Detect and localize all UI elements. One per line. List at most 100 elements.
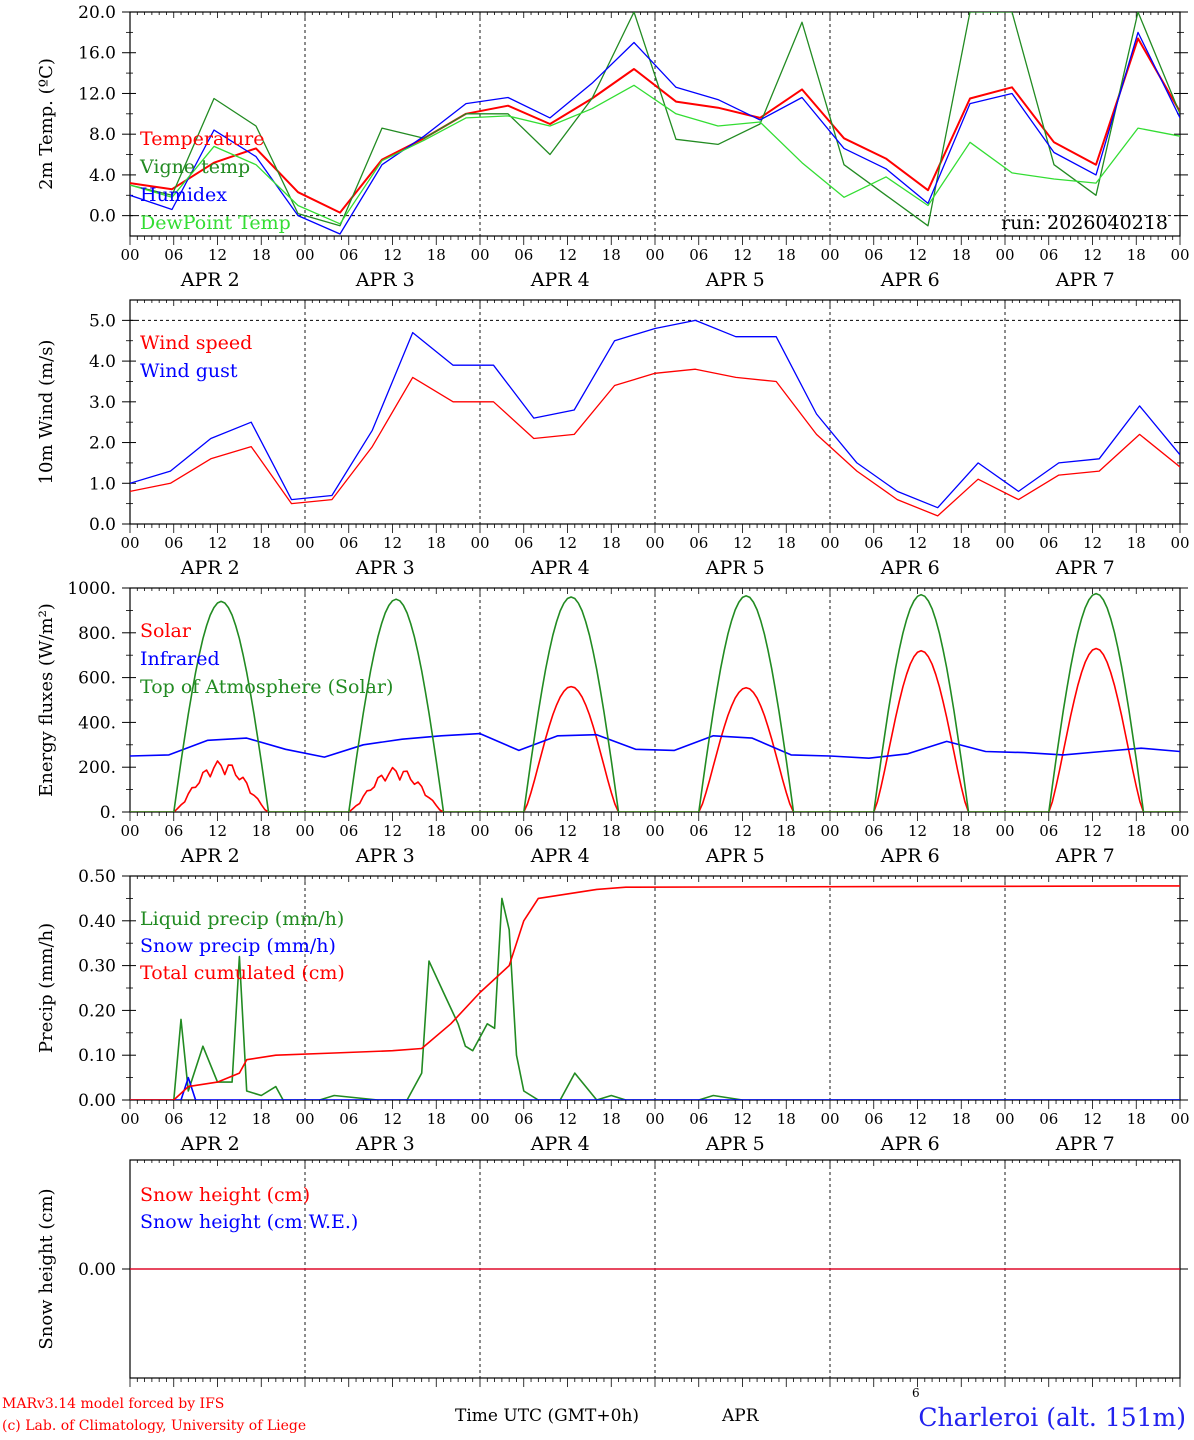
hour-label: 06	[689, 1110, 708, 1128]
hour-label: 18	[252, 1110, 271, 1128]
day-label: APR 7	[1055, 1133, 1115, 1155]
hour-label: 00	[995, 822, 1014, 840]
hour-label: 00	[645, 1110, 664, 1128]
day-label: APR 5	[705, 557, 765, 579]
day-label: APR 2	[180, 845, 240, 867]
y-tick-label: 16.0	[78, 44, 116, 64]
hour-label: 06	[864, 1110, 883, 1128]
day-label: APR 2	[180, 269, 240, 291]
hour-label: 06	[164, 822, 183, 840]
station-name: Charleroi (alt. 151m)	[918, 1403, 1186, 1432]
day-label: APR 5	[705, 845, 765, 867]
wind-speed-series	[130, 368, 1180, 517]
infrared-series	[130, 732, 1180, 759]
hour-label: 00	[645, 534, 664, 552]
day-label: APR 4	[530, 1133, 590, 1155]
hour-label: 06	[514, 1110, 533, 1128]
hour-label: 18	[252, 534, 271, 552]
hour-label: 06	[864, 246, 883, 264]
hour-label: 12	[208, 1110, 227, 1128]
legend-entry: Temperature	[140, 128, 264, 150]
hour-label: 18	[602, 822, 621, 840]
hour-label: 00	[645, 246, 664, 264]
y-tick-label: 0.30	[78, 957, 116, 977]
y-tick-label: 20.0	[78, 3, 116, 23]
day-label: APR 6	[880, 845, 940, 867]
y-tick-label: 0.00	[78, 1260, 116, 1280]
month-label: APR	[722, 1406, 759, 1426]
hour-label: 12	[908, 1110, 927, 1128]
hour-label: 06	[164, 246, 183, 264]
y-tick-label: 1000.	[67, 579, 116, 599]
hour-label: 12	[383, 246, 402, 264]
hour-label: 18	[952, 246, 971, 264]
hour-label: 12	[733, 1110, 752, 1128]
day-label: APR 4	[530, 845, 590, 867]
hour-label: 06	[164, 534, 183, 552]
hour-label: 00	[645, 822, 664, 840]
y-tick-label: 0.50	[78, 867, 116, 887]
hour-label: 06	[689, 246, 708, 264]
panel-frame	[129, 11, 1181, 237]
panel-energy: 0. 200. 400. 600. 800. 1000. Energy fluxes (W/…	[36, 579, 1190, 867]
lab-credit: (c) Lab. of Climatology, University of L…	[2, 1418, 307, 1434]
hour-label: 00	[1170, 822, 1189, 840]
y-axis-label: 2m Temp. (ºC)	[36, 58, 57, 190]
day-label: APR 5	[705, 269, 765, 291]
hour-label: 00	[295, 246, 314, 264]
day-label: APR 2	[180, 557, 240, 579]
hour-label: 12	[1083, 246, 1102, 264]
y-tick-label: 400.	[78, 713, 116, 733]
hour-label: 00	[1170, 1110, 1189, 1128]
legend-entry: Top of Atmosphere (Solar)	[140, 676, 393, 698]
time-axis-label: Time UTC (GMT+0h)	[455, 1406, 640, 1426]
panel-wind: 0.0 1.0 2.0 3.0 4.0 5.0 10m Wind (m/s) 00 06 12 18…	[36, 299, 1190, 579]
day-label: APR 3	[355, 845, 415, 867]
hour-label: 12	[383, 1110, 402, 1128]
day-label: APR 6	[880, 557, 940, 579]
hour-label: 00	[470, 1110, 489, 1128]
hour-label: 18	[602, 246, 621, 264]
hour-label: 00	[820, 822, 839, 840]
y-tick-label: 12.0	[78, 84, 116, 104]
hour-label: 06	[514, 246, 533, 264]
temperature-series	[130, 37, 1180, 214]
y-tick-label: 2.0	[89, 434, 116, 454]
panel-precip: 0.00 0.10 0.20 0.30 0.40 0.50 Precip (mm/h) 00 0…	[36, 867, 1190, 1155]
hour-label: 12	[208, 822, 227, 840]
hour-label: 00	[470, 246, 489, 264]
panel-frame	[129, 299, 1181, 525]
legend-entry: Snow height (cm)	[140, 1184, 310, 1206]
hour-label: 12	[558, 1110, 577, 1128]
hour-label: 00	[995, 534, 1014, 552]
y-tick-label: 0.0	[89, 515, 116, 535]
hour-label: 00	[120, 534, 139, 552]
hour-label: 00	[820, 246, 839, 264]
hour-label: 06	[339, 246, 358, 264]
hour-label: 06	[514, 534, 533, 552]
hour-label: 06	[1039, 534, 1058, 552]
hour-label: 18	[1127, 1110, 1146, 1128]
hour-label: 12	[908, 246, 927, 264]
day-label: APR 3	[355, 269, 415, 291]
hour-label: 06	[164, 1110, 183, 1128]
day-label: APR 7	[1055, 845, 1115, 867]
hour-label: 12	[558, 534, 577, 552]
hour-label: 06	[864, 534, 883, 552]
hour-label: 00	[295, 822, 314, 840]
hour-label: 06	[689, 534, 708, 552]
day-label: APR 4	[530, 557, 590, 579]
vigne-temp-series	[130, 12, 1180, 227]
legend-entry: Total cumulated (cm)	[140, 962, 345, 984]
legend-entry: Snow height (cm W.E.)	[140, 1211, 358, 1233]
total-cumulated-cm-series	[130, 885, 1180, 1100]
legend-entry: Humidex	[140, 184, 227, 206]
hour-label: 00	[470, 534, 489, 552]
y-axis-label: Snow height (cm)	[36, 1188, 57, 1349]
hour-label: 00	[995, 246, 1014, 264]
y-tick-label: 200.	[78, 758, 116, 778]
hour-label: 12	[208, 534, 227, 552]
legend-entry: Vigne temp	[139, 156, 250, 178]
day-label: APR 3	[355, 557, 415, 579]
